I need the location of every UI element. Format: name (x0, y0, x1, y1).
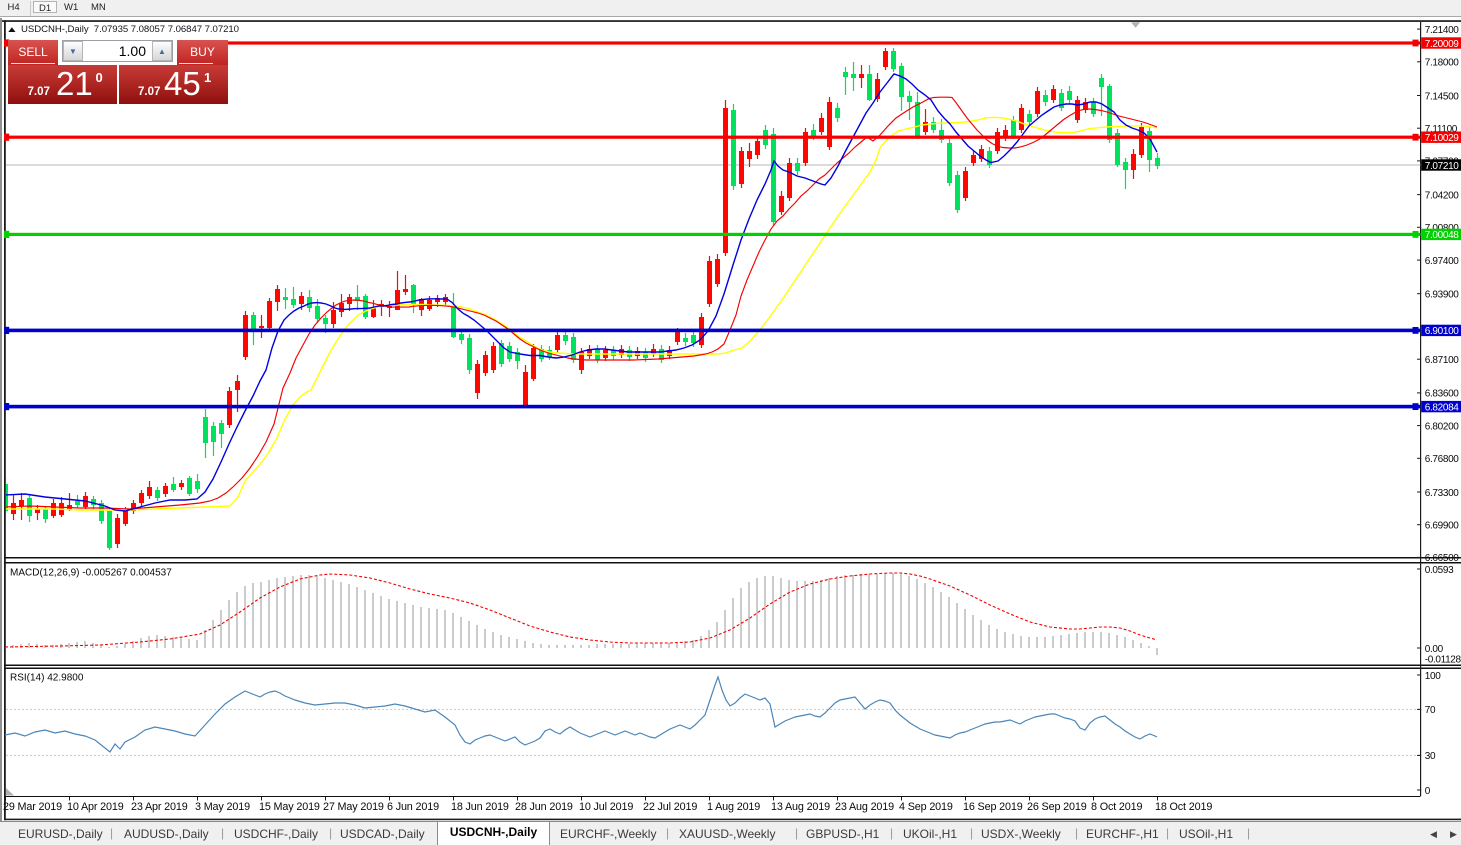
svg-text:6.93900: 6.93900 (1425, 290, 1459, 301)
svg-text:7.11100: 7.11100 (1425, 124, 1458, 135)
svg-text:6.97400: 6.97400 (1425, 256, 1459, 267)
svg-text:6.76800: 6.76800 (1425, 454, 1459, 465)
svg-text:6.73300: 6.73300 (1425, 488, 1459, 499)
svg-text:RSI(14) 42.9800: RSI(14) 42.9800 (10, 673, 84, 684)
svg-text:7.20009: 7.20009 (1425, 39, 1459, 50)
svg-text:18 Jun 2019: 18 Jun 2019 (451, 801, 509, 813)
svg-text:10 Jul 2019: 10 Jul 2019 (579, 801, 633, 813)
svg-text:7.04200: 7.04200 (1425, 190, 1459, 201)
svg-text:6.83600: 6.83600 (1425, 389, 1459, 400)
svg-text:29 Mar 2019: 29 Mar 2019 (3, 801, 62, 813)
svg-text:15 May 2019: 15 May 2019 (259, 801, 320, 813)
svg-text:13 Aug 2019: 13 Aug 2019 (771, 801, 830, 813)
svg-text:70: 70 (1425, 705, 1436, 716)
svg-text:27 May 2019: 27 May 2019 (323, 801, 384, 813)
svg-text:7.21400: 7.21400 (1425, 25, 1459, 36)
svg-text:USDCNH-,Daily 7.07935 7.08057: USDCNH-,Daily 7.07935 7.08057 7.06847 7.… (21, 24, 239, 35)
svg-text:10 Apr 2019: 10 Apr 2019 (67, 801, 124, 813)
svg-text:6 Jun 2019: 6 Jun 2019 (387, 801, 439, 813)
svg-text:7.18000: 7.18000 (1425, 58, 1459, 69)
svg-text:7.14500: 7.14500 (1425, 91, 1459, 102)
svg-text:6.82084: 6.82084 (1425, 402, 1459, 413)
svg-text:23 Apr 2019: 23 Apr 2019 (131, 801, 188, 813)
svg-text:6.69900: 6.69900 (1425, 521, 1459, 532)
svg-text:18 Oct 2019: 18 Oct 2019 (1155, 801, 1212, 813)
svg-text:0.0593: 0.0593 (1425, 565, 1454, 576)
svg-text:7.00800: 7.00800 (1425, 223, 1459, 234)
svg-text:1 Aug 2019: 1 Aug 2019 (707, 801, 760, 813)
svg-text:6.66500: 6.66500 (1425, 553, 1459, 564)
svg-text:7.07210: 7.07210 (1425, 161, 1459, 172)
svg-text:30: 30 (1425, 751, 1436, 762)
svg-text:4 Sep 2019: 4 Sep 2019 (899, 801, 953, 813)
svg-text:6.80200: 6.80200 (1425, 421, 1459, 432)
svg-text:100: 100 (1425, 671, 1441, 682)
svg-text:0: 0 (1425, 786, 1431, 797)
svg-text:-0.01128: -0.01128 (1425, 654, 1461, 665)
svg-text:23 Aug 2019: 23 Aug 2019 (835, 801, 894, 813)
svg-text:26 Sep 2019: 26 Sep 2019 (1027, 801, 1087, 813)
svg-text:MACD(12,26,9) -0.005267 0.0045: MACD(12,26,9) -0.005267 0.004537 (10, 568, 172, 579)
svg-text:22 Jul 2019: 22 Jul 2019 (643, 801, 697, 813)
svg-text:7.00048: 7.00048 (1425, 230, 1459, 241)
svg-text:28 Jun 2019: 28 Jun 2019 (515, 801, 573, 813)
svg-text:16 Sep 2019: 16 Sep 2019 (963, 801, 1023, 813)
svg-text:7.10029: 7.10029 (1425, 133, 1459, 144)
svg-text:6.90100: 6.90100 (1425, 326, 1459, 337)
svg-text:6.87100: 6.87100 (1425, 355, 1459, 366)
svg-text:0.00: 0.00 (1425, 644, 1444, 655)
svg-text:8 Oct 2019: 8 Oct 2019 (1091, 801, 1142, 813)
svg-text:3 May 2019: 3 May 2019 (195, 801, 250, 813)
